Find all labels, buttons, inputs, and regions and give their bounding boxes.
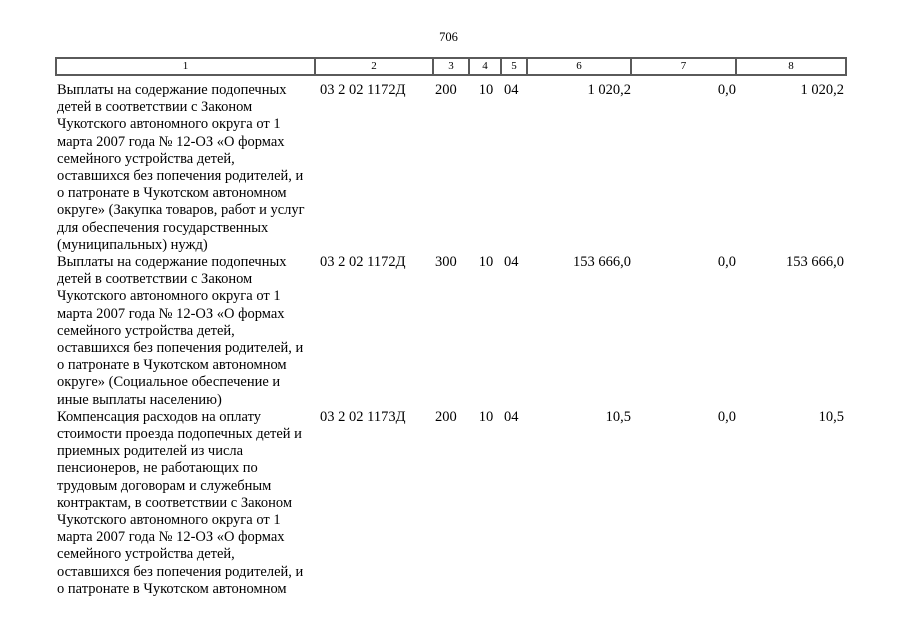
amount-total-cell: 10,5 (605, 408, 631, 425)
expense-name-cell: Выплаты на содержание подопечных детей в… (57, 254, 304, 408)
amount-okrug-cell: 10,5 (818, 408, 844, 425)
amount-okrug-cell: 1 020,2 (800, 82, 845, 98)
column-header-8: 8 (788, 60, 794, 72)
budget-code-cell: 03 2 02 1172Д (320, 254, 406, 271)
section-cell: 10 (478, 82, 494, 98)
page-number: 706 (439, 30, 458, 44)
table-row: Выплаты на содержание подопечных детей в… (57, 254, 845, 409)
column-header-1: 1 (57, 59, 316, 74)
column-header-4: 4 (470, 59, 502, 74)
column-header-7: 7 (632, 59, 737, 74)
expense-type-cell: 200 (435, 82, 457, 98)
amount-federal-cell: 0,0 (717, 408, 736, 425)
subsection-cell: 04 (504, 82, 519, 98)
expense-type-cell: 200 (435, 408, 457, 425)
table-header-row: 1 2 3 4 5 6 7 8 (55, 57, 847, 76)
column-header-2: 2 (316, 59, 434, 74)
column-header-6: 6 (528, 59, 632, 74)
budget-code-cell: 03 2 02 1173Д (320, 408, 406, 425)
amount-federal-cell: 0,0 (717, 254, 736, 271)
expense-name-cell: Компенсация расходов на оплату стоимости… (57, 408, 304, 597)
table-row: Компенсация расходов на оплату стоимости… (57, 409, 845, 598)
section-cell: 10 (478, 254, 494, 271)
column-header-5: 5 (502, 59, 528, 74)
subsection-cell: 04 (504, 254, 519, 271)
expense-name-cell: Выплаты на содержание подопечных детей в… (57, 82, 305, 253)
table-body: Выплаты на содержание подопечных детей в… (57, 82, 845, 598)
subsection-cell: 04 (504, 408, 519, 425)
amount-okrug-cell: 153 666,0 (786, 254, 844, 271)
table-row: Выплаты на содержание подопечных детей в… (57, 82, 845, 254)
amount-total-cell: 1 020,2 (587, 82, 632, 98)
budget-code-cell: 03 2 02 1172Д (320, 82, 406, 98)
amount-total-cell: 153 666,0 (573, 254, 631, 271)
column-header-3: 3 (434, 59, 470, 74)
section-cell: 10 (478, 408, 494, 425)
expense-type-cell: 300 (435, 254, 457, 271)
amount-federal-cell: 0,0 (717, 82, 736, 98)
